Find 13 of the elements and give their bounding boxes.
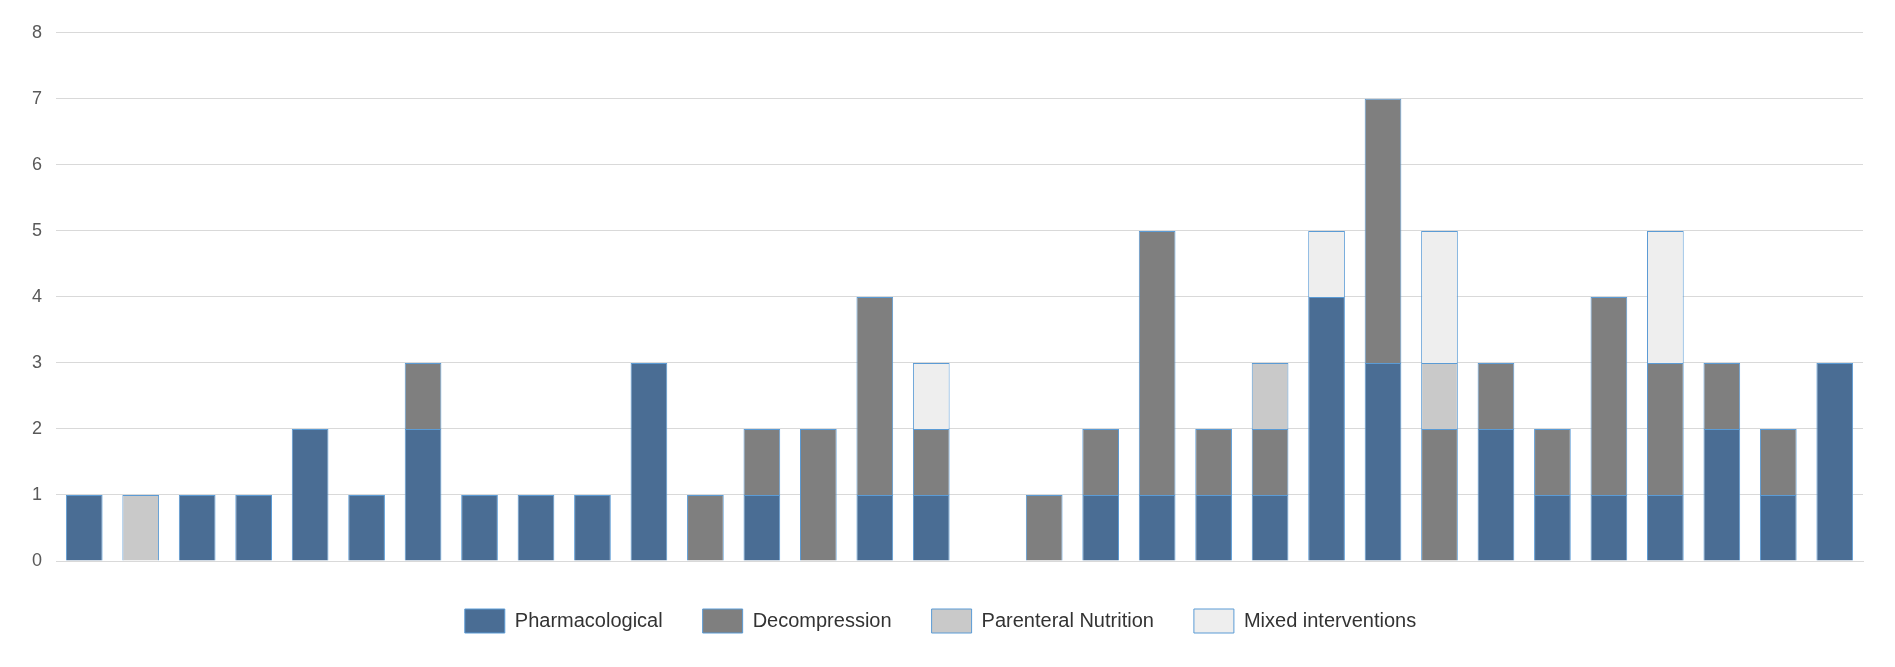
y-tick-label: 6: [32, 153, 43, 174]
legend-label: Pharmacological: [514, 608, 663, 631]
y-tick-label: 0: [32, 549, 43, 570]
y-tick-label: 4: [32, 285, 43, 306]
y-tick-label: 7: [32, 87, 43, 108]
y-tick-label: 3: [32, 351, 43, 372]
legend-label: Parenteral Nutrition: [981, 608, 1154, 631]
y-tick-label: 1: [32, 483, 43, 504]
y-tick-label: 8: [32, 21, 43, 42]
legend-label: Decompression: [752, 608, 892, 631]
y-tick-label: 5: [32, 219, 43, 240]
y-tick-label: 2: [32, 417, 43, 438]
legend-label: Mixed interventions: [1243, 608, 1417, 631]
